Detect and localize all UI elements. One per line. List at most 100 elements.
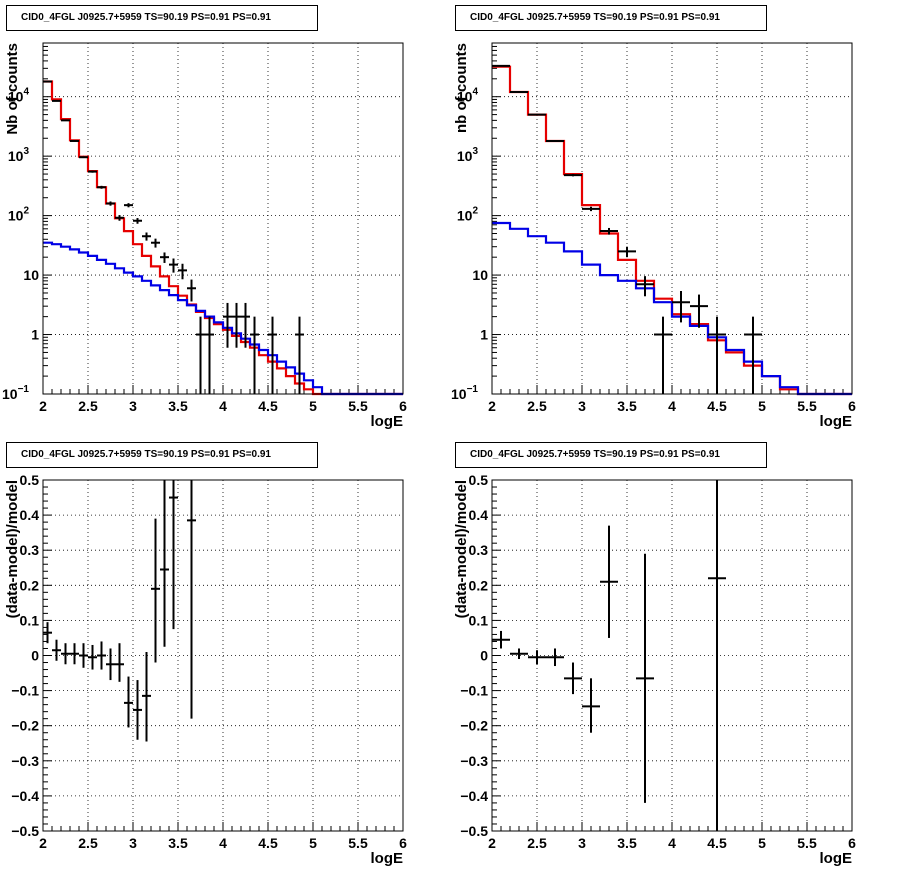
data-point: [43, 622, 52, 644]
x-tick-label: 6: [399, 398, 407, 414]
y-tick-label: 0.4: [469, 507, 489, 523]
y-axis-label: nb of counts: [453, 43, 470, 133]
data-point: [636, 553, 654, 803]
x-tick-label: 3.5: [168, 835, 188, 851]
y-axis-label: Nb of counts: [4, 43, 21, 135]
data-point: [115, 215, 124, 221]
x-tick-label: 5.5: [797, 835, 817, 851]
x-tick-label: 4.5: [258, 398, 278, 414]
data-point: [79, 643, 88, 668]
data-point: [708, 316, 726, 394]
y-tick-label: −0.2: [11, 718, 39, 734]
data-point: [70, 643, 79, 665]
data-point: [61, 643, 70, 665]
data-point: [160, 480, 169, 647]
x-tick-label: 5: [309, 398, 317, 414]
series-line-blue: [43, 241, 403, 396]
series-line-blue: [492, 221, 852, 396]
data-point: [564, 173, 582, 177]
y-tick-label: 102: [8, 206, 30, 224]
data-point: [546, 139, 564, 142]
data-point: [492, 630, 510, 649]
y-tick-label: 0.5: [20, 472, 40, 488]
x-tick-label: 4.5: [707, 398, 727, 414]
x-axis-label: logE: [820, 413, 853, 430]
x-tick-label: 4: [219, 398, 227, 414]
panel-title-bottom-left: CID0_4FGL J0925.7+5959 TS=90.19 PS=0.91 …: [6, 442, 318, 468]
data-point: [600, 525, 618, 638]
x-tick-label: 6: [399, 835, 407, 851]
plot-top-left: 2 2.5 3 3.5 4 4.5 5 5.5 6 10−1 1 10 102 103 104 logE Nb …: [2, 42, 407, 430]
x-axis-label: logE: [820, 850, 853, 867]
y-tick-label: −0.1: [460, 683, 488, 699]
data-point: [546, 648, 564, 667]
y-tick-label: 10−1: [2, 384, 29, 402]
data-point: [600, 227, 618, 235]
y-tick-label: 0.2: [20, 577, 40, 593]
data-point: [124, 676, 133, 728]
data-point: [187, 480, 196, 719]
y-tick-label: 1: [31, 327, 39, 343]
data-point: [151, 238, 160, 248]
data-point: [106, 201, 115, 206]
data-point: [88, 170, 97, 173]
data-point: [690, 294, 708, 328]
panel-title-top-right: CID0_4FGL J0925.7+5959 TS=90.19 PS=0.91 …: [455, 5, 767, 31]
data-point: [232, 302, 241, 348]
data-point: [43, 80, 52, 83]
x-tick-label: 5: [758, 398, 766, 414]
y-tick-label: −0.3: [460, 753, 488, 769]
data-point: [582, 678, 600, 733]
x-tick-label: 2.5: [527, 398, 547, 414]
data-point: [88, 644, 97, 670]
x-tick-label: 5.5: [797, 398, 817, 414]
data-point: [528, 650, 546, 665]
y-tick-label: 0.5: [469, 472, 489, 488]
x-tick-label: 5.5: [348, 835, 368, 851]
x-tick-label: 6: [848, 835, 856, 851]
y-tick-label: −0.4: [11, 788, 39, 804]
data-point: [106, 648, 115, 681]
plot-frame: [491, 479, 853, 832]
panel-title-top-left: CID0_4FGL J0925.7+5959 TS=90.19 PS=0.91 …: [6, 5, 318, 31]
y-tick-label: 104: [457, 87, 479, 105]
data-point: [124, 203, 133, 208]
y-tick-label: −0.2: [460, 718, 488, 734]
data-point: [79, 156, 88, 159]
x-tick-label: 4.5: [258, 835, 278, 851]
data-point: [708, 480, 726, 831]
x-tick-label: 4: [668, 398, 676, 414]
data-point: [133, 680, 142, 740]
data-point: [510, 648, 528, 660]
data-point: [268, 316, 277, 394]
x-tick-label: 5: [758, 835, 766, 851]
data-point: [564, 662, 582, 695]
data-point: [187, 279, 196, 302]
y-tick-label: −0.3: [11, 753, 39, 769]
data-point: [52, 639, 61, 661]
y-tick-label: −0.4: [460, 788, 488, 804]
data-point: [151, 518, 160, 663]
data-point: [115, 643, 124, 682]
y-tick-label: 104: [8, 87, 30, 105]
x-tick-label: 5: [309, 835, 317, 851]
y-tick-label: 10: [23, 267, 39, 283]
plot-bottom-right: 2 2.5 3 3.5 4 4.5 5 5.5 6 −0.5 −0.4 −0.3 −0.2 −0.1 0 0.…: [453, 472, 856, 867]
y-tick-label: 103: [8, 146, 30, 164]
data-point: [654, 316, 672, 394]
x-tick-label: 2: [488, 835, 496, 851]
data-point: [52, 99, 61, 102]
data-point: [178, 263, 187, 280]
x-tick-label: 2: [39, 398, 47, 414]
y-tick-label: −0.5: [11, 823, 39, 839]
y-tick-label: 0.4: [20, 507, 40, 523]
data-point: [97, 185, 106, 189]
data-point: [618, 246, 636, 258]
y-axis-label: (data-model)/model: [4, 480, 21, 618]
x-tick-label: 3: [129, 835, 137, 851]
x-tick-label: 6: [848, 398, 856, 414]
x-tick-label: 2: [488, 398, 496, 414]
plot-frame: [491, 42, 853, 395]
x-tick-label: 3: [578, 398, 586, 414]
